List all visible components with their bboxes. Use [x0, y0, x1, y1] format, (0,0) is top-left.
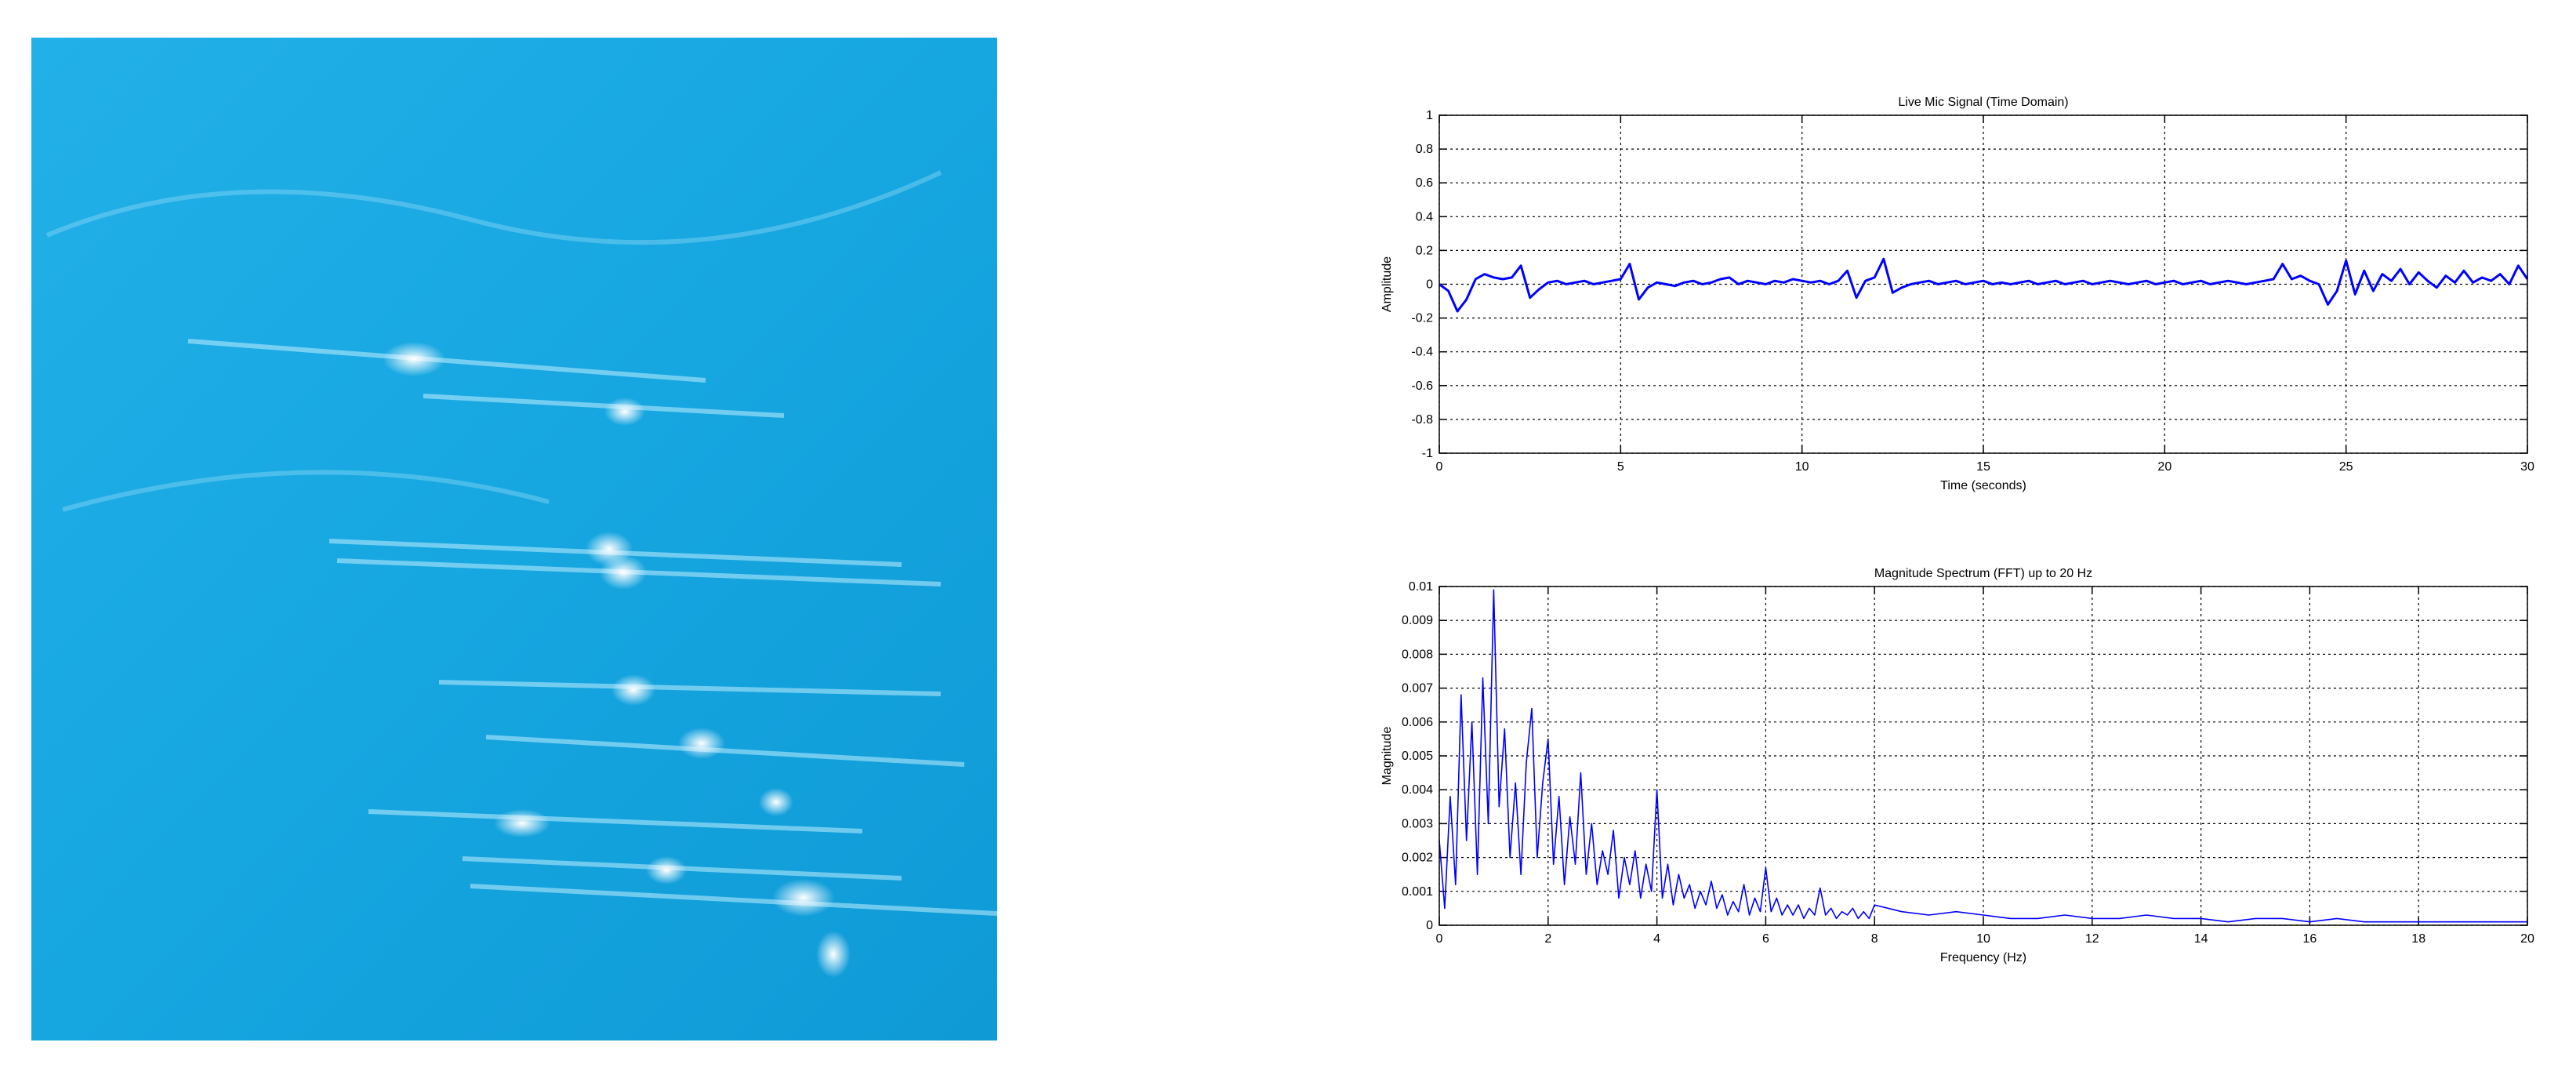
- axes-box: [1439, 114, 2528, 454]
- x-axis-label: Time (seconds): [1940, 479, 2026, 492]
- x-tick-label: 10: [1795, 460, 1809, 474]
- y-tick-label: 0.008: [1402, 648, 1433, 661]
- x-tick-label: 10: [1976, 932, 1990, 946]
- y-axis-label: Amplitude: [1381, 256, 1394, 312]
- y-tick-label: -0.4: [1411, 346, 1433, 359]
- x-tick-label: 6: [1762, 932, 1769, 946]
- x-tick-label: 16: [2303, 932, 2317, 946]
- y-tick-label: 0.2: [1416, 244, 1433, 257]
- x-tick-label: 14: [2194, 932, 2208, 946]
- x-tick-label: 12: [2085, 932, 2099, 946]
- chart: 0 0.001 0.002 0.003 0.004 0.005 0.006 0.007 0.00…: [1381, 567, 2534, 964]
- y-tick-label: -0.8: [1411, 413, 1433, 427]
- x-tick-label: 0: [1436, 932, 1443, 946]
- y-tick-label: 0.004: [1402, 783, 1433, 797]
- y-tick-label: -0.6: [1411, 380, 1433, 393]
- y-tick-label: 1: [1426, 109, 1433, 122]
- chart-title: Magnitude Spectrum (FFT) up to 20 Hz: [1874, 567, 2092, 580]
- x-tick-label: 30: [2520, 460, 2534, 474]
- y-tick-label: 0: [1426, 278, 1433, 292]
- x-tick-label: 15: [1976, 460, 1990, 474]
- x-tick-label: 4: [1653, 932, 1660, 946]
- y-tick-label: 0.002: [1402, 852, 1433, 865]
- x-tick-label: 25: [2339, 460, 2353, 474]
- x-axis-label: Frequency (Hz): [1940, 951, 2026, 964]
- x-tick-label: 18: [2411, 932, 2425, 946]
- y-tick-label: 0.4: [1416, 210, 1433, 223]
- signal-line: [1439, 257, 2529, 313]
- y-tick-label: 0.009: [1402, 614, 1433, 627]
- y-tick-label: 0: [1426, 919, 1433, 932]
- light-spots: [383, 342, 851, 978]
- axes-box: [1439, 586, 2528, 926]
- y-tick-label: -0.2: [1411, 312, 1433, 325]
- x-tick-label: 2: [1544, 932, 1551, 946]
- y-tick-label: -1: [1422, 447, 1433, 460]
- x-tick-label: 0: [1436, 460, 1443, 474]
- y-tick-label: 0.005: [1402, 750, 1433, 763]
- chart-title: Live Mic Signal (Time Domain): [1898, 96, 2068, 109]
- y-tick-label: 0.007: [1402, 682, 1433, 695]
- y-tick-label: 0.006: [1402, 716, 1433, 729]
- y-tick-label: 0.001: [1402, 885, 1433, 899]
- y-tick-label: 0.003: [1402, 817, 1433, 830]
- y-tick-label: 0.01: [1409, 580, 1433, 594]
- y-tick-label: 0.8: [1416, 143, 1433, 156]
- x-tick-label: 5: [1617, 460, 1624, 474]
- chart: -1-0.8-0.6-0.4-0.200.20.40.60.810 5 10 15 20…: [1381, 96, 2534, 492]
- photo: [31, 38, 998, 1040]
- x-tick-label: 20: [2157, 460, 2171, 474]
- y-axis-label: Magnitude: [1381, 727, 1394, 786]
- signal-line: [1439, 589, 2527, 923]
- x-tick-label: 8: [1871, 932, 1878, 946]
- y-tick-label: 0.6: [1416, 176, 1433, 190]
- x-tick-label: 20: [2520, 932, 2534, 946]
